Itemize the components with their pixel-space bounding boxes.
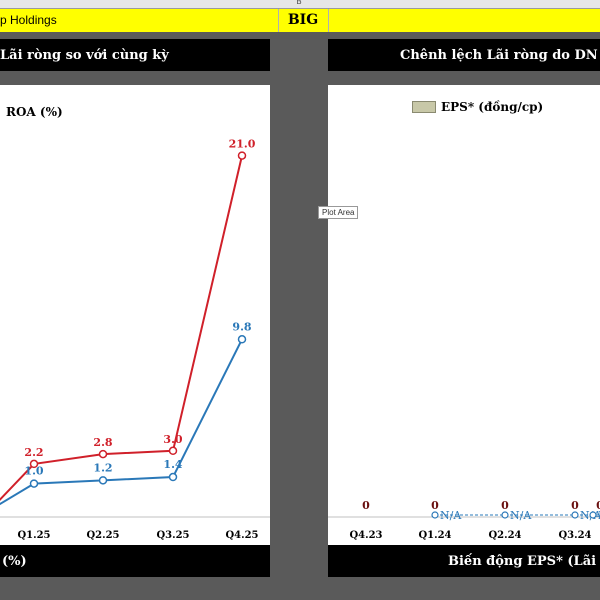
company-name-cell[interactable]: p Holdings	[0, 13, 57, 27]
roa-x-tick-label: Q3.25	[156, 530, 189, 541]
right-panel-header: Chênh lệch Lãi ròng do DN tự	[328, 39, 600, 71]
roa-point-red	[168, 446, 178, 456]
roa-point-blue	[29, 479, 39, 488]
eps-legend: EPS* (đồng/cp)	[412, 100, 543, 114]
roa-data-label: 1.4	[163, 458, 182, 471]
roa-point-red	[29, 459, 39, 469]
roa-point-red	[98, 449, 108, 459]
roa-data-label: 2.8	[93, 436, 112, 449]
roa-data-label: 1.2	[93, 461, 112, 474]
eps-na-point	[589, 511, 597, 519]
eps-x-tick-label: Q2.24	[488, 530, 521, 541]
eps-data-label: 0	[501, 499, 509, 512]
roa-point-blue	[98, 476, 108, 485]
eps-data-label: 0	[362, 499, 370, 512]
eps-x-tick-label: Q4.23	[349, 530, 382, 541]
right-panel-footer-text: Biến động EPS* (Lãi ròn	[448, 554, 600, 569]
right-panel-header-text: Chênh lệch Lãi ròng do DN tự	[400, 48, 600, 63]
right-panel-footer: Biến động EPS* (Lãi ròn	[328, 545, 600, 577]
eps-na-label: N/A	[440, 509, 462, 522]
eps-na-point	[501, 511, 509, 519]
roa-data-label: 3.0	[163, 433, 182, 446]
roa-point-red	[237, 151, 247, 160]
roa-x-tick-label: Q2.25	[86, 530, 119, 541]
roa-point-blue	[168, 472, 178, 482]
eps-data-label: 0	[596, 499, 600, 512]
roa-chart-title: ROA (%)	[6, 105, 63, 119]
eps-legend-label: EPS* (đồng/cp)	[441, 100, 544, 114]
roa-data-label: 21.0	[229, 138, 256, 151]
roa-data-label: 2.2	[24, 446, 43, 459]
plot-area-tooltip: Plot Area	[318, 206, 359, 219]
cell-gridline	[328, 9, 329, 32]
column-b-header[interactable]: B	[296, 0, 302, 6]
eps-x-tick-label: Q3.24	[558, 530, 591, 541]
left-panel-header-text: Lãi ròng so với cùng kỳ	[0, 48, 169, 63]
eps-na-point	[431, 511, 439, 519]
roa-data-label: 1.0	[24, 465, 43, 478]
left-panel-header: Lãi ròng so với cùng kỳ	[0, 39, 270, 71]
eps-na-label: N/A	[598, 509, 600, 522]
eps-na-label: N/A	[510, 509, 532, 522]
left-panel-footer: (%)	[0, 545, 270, 577]
eps-x-tick-label: Q1.24	[418, 530, 451, 541]
eps-data-label: 0	[431, 499, 439, 512]
roa-chart-panel[interactable]: ROA (%) 2.2 2.8 3.0 21.0 1.0 1.2 1.4 9.8 Q1.25 Q2.…	[0, 85, 270, 545]
left-panel-footer-text: (%)	[2, 554, 27, 569]
cell-gridline	[278, 9, 279, 32]
eps-data-label: 0	[571, 499, 579, 512]
roa-x-tick-label: Q1.25	[17, 530, 50, 541]
roa-x-tick-label: Q4.25	[225, 530, 258, 541]
roa-point-blue	[237, 335, 247, 344]
title-row: p Holdings BIG	[0, 9, 600, 32]
ticker-cell[interactable]: BIG	[287, 12, 319, 28]
roa-data-label: 9.8	[232, 320, 251, 333]
roa-chart[interactable]: ROA (%) 2.2 2.8 3.0 21.0 1.0 1.2 1.4 9.8 Q1.25 Q2.…	[0, 85, 270, 545]
eps-legend-swatch	[412, 101, 436, 113]
column-header-row: B	[0, 0, 600, 9]
eps-na-point	[571, 511, 579, 519]
